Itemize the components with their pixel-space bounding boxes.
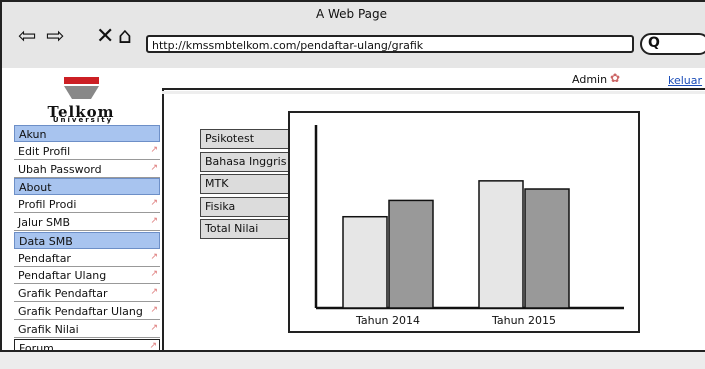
link-arrow-icon: ↗ <box>150 269 158 280</box>
link-arrow-icon: ↗ <box>150 162 158 173</box>
sidebar-item-label: Grafik Pendaftar <box>18 287 108 301</box>
tab-mtk[interactable]: MTK <box>200 174 292 194</box>
link-arrow-icon: ↗ <box>150 287 158 298</box>
sidebar-item-label: Profil Prodi <box>18 198 77 212</box>
admin-label: Admin <box>572 73 608 86</box>
sidebar-item-data-smb[interactable]: Data SMB <box>14 231 160 249</box>
sidebar-item-label: Pendaftar Ulang <box>18 269 107 283</box>
telkom-logo <box>64 77 99 99</box>
home-icon[interactable]: ⌂ <box>118 24 132 49</box>
sidebar-item-grafik-pendaftar[interactable]: Grafik Pendaftar ↗ <box>14 285 160 303</box>
search-icon[interactable]: Q <box>648 35 660 51</box>
link-arrow-icon: ↗ <box>150 216 158 226</box>
link-arrow-icon: ↗ <box>150 198 158 209</box>
link-arrow-icon: ↗ <box>150 144 158 155</box>
bar-chart: Tahun 2014 Tahun 2015 <box>314 125 624 327</box>
logo-subtitle: University <box>52 116 114 124</box>
link-arrow-icon: ↗ <box>150 322 158 333</box>
sidebar-item-grafik-nilai[interactable]: Grafik Nilai ↗ <box>14 320 160 338</box>
search-input[interactable] <box>640 33 705 55</box>
bar-tahun-2014-series-2 <box>388 199 434 309</box>
sidebar-item-akun[interactable]: Akun <box>14 125 160 142</box>
sidebar-item-jalur-smb[interactable]: Jalur SMB ↗ <box>14 214 160 231</box>
sidebar-item-label: Grafik Pendaftar Ulang <box>18 305 143 318</box>
tab-fisika[interactable]: Fisika <box>200 196 292 217</box>
x-tick-label: Tahun 2015 <box>491 314 556 327</box>
forward-arrow-icon[interactable]: ⇨ <box>46 24 65 49</box>
tab-bahasa-inggris[interactable]: Bahasa Inggris <box>200 151 292 172</box>
status-bar <box>0 350 705 369</box>
user-icon: ✿ <box>610 71 621 85</box>
window-title: A Web Page <box>315 7 388 21</box>
sidebar-item-label: About <box>19 181 52 195</box>
sidebar-item-label: Data SMB <box>19 234 73 248</box>
sidebar-item-pendaftar-ulang[interactable]: Pendaftar Ulang ↗ <box>14 267 160 285</box>
sidebar-item-label: Akun <box>19 128 47 141</box>
sidebar-item-pendaftar[interactable]: Pendaftar ↗ <box>14 249 160 267</box>
back-arrow-icon[interactable]: ⇦ <box>18 24 37 49</box>
link-arrow-icon: ↗ <box>150 305 158 315</box>
sidebar-item-edit-profil[interactable]: Edit Profil ↗ <box>14 142 160 160</box>
url-bar[interactable]: http://kmssmbtelkom.com/pendaftar-ulang/… <box>146 35 634 53</box>
link-arrow-icon: ↗ <box>150 251 158 262</box>
sidebar-item-ubah-password[interactable]: Ubah Password ↗ <box>14 160 160 178</box>
sidebar-item-profil-prodi[interactable]: Profil Prodi ↗ <box>14 196 160 214</box>
link-arrow-icon: ↗ <box>149 340 157 351</box>
logout-link[interactable]: keluar <box>668 74 703 87</box>
sidebar-item-grafik-pendaftar-ulang[interactable]: Grafik Pendaftar Ulang ↗ <box>14 303 160 320</box>
top-bar-separator <box>162 91 705 94</box>
sidebar-item-label: Jalur SMB <box>18 216 71 229</box>
sidebar-item-label: Pendaftar <box>18 251 71 265</box>
sidebar-item-about[interactable]: About <box>14 178 160 196</box>
logo-name: Telkom <box>47 103 115 121</box>
tab-total-nilai[interactable]: Total Nilai <box>200 219 292 239</box>
top-bar <box>162 68 705 90</box>
bar-tahun-2015-series-2 <box>524 188 570 309</box>
x-tick-label: Tahun 2014 <box>355 314 420 327</box>
chart-container: Tahun 2014 Tahun 2015 <box>288 111 640 333</box>
bar-tahun-2014-series-1 <box>342 215 388 309</box>
close-icon[interactable]: ✕ <box>96 24 115 49</box>
bar-tahun-2015-series-1 <box>478 180 524 309</box>
sidebar-item-label: Ubah Password <box>18 162 102 176</box>
sidebar-item-label: Grafik Nilai <box>18 322 79 336</box>
tab-psikotest[interactable]: Psikotest <box>200 129 292 149</box>
sidebar-item-label: Edit Profil <box>18 144 71 158</box>
